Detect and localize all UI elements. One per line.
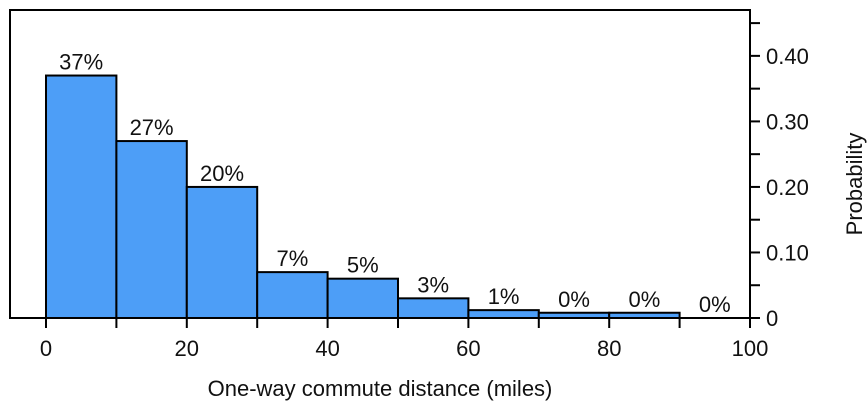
bar-label-80-90: 0% xyxy=(629,287,661,312)
bar-70-80 xyxy=(537,311,611,319)
x-tick-label-0: 0 xyxy=(40,336,52,361)
bar-label-40-50: 5% xyxy=(347,253,379,278)
x-tick-label-60: 60 xyxy=(456,336,480,361)
bar-labels-group: 37% 27% 20% 7% 5% 3% 1% 0% 0% 0% xyxy=(59,50,731,317)
bar-label-60-70: 1% xyxy=(488,284,520,309)
bar-80-90 xyxy=(608,311,681,319)
bar-0-10 xyxy=(45,74,118,319)
x-axis: 0 20 40 60 80 100 xyxy=(40,318,768,361)
bars-group xyxy=(45,74,681,319)
bar-40-50 xyxy=(326,277,400,319)
x-axis-title: One-way commute distance (miles) xyxy=(208,376,553,401)
bar-label-30-40: 7% xyxy=(277,246,309,271)
bar-label-20-30: 20% xyxy=(200,161,244,186)
y-axis: 0 0.10 0.20 0.30 0.40 xyxy=(750,22,809,331)
y-tick-label-0.3: 0.30 xyxy=(766,109,809,134)
bar-label-10-20: 27% xyxy=(130,115,174,140)
bar-label-50-60: 3% xyxy=(417,272,449,297)
x-tick-label-20: 20 xyxy=(175,336,199,361)
x-tick-label-40: 40 xyxy=(315,336,339,361)
bar-50-60 xyxy=(397,297,470,319)
x-tick-label-80: 80 xyxy=(597,336,621,361)
bar-30-40 xyxy=(256,271,329,319)
x-tick-label-100: 100 xyxy=(732,336,769,361)
bar-label-70-80: 0% xyxy=(558,287,590,312)
y-axis-title: Probability xyxy=(842,133,867,236)
bar-20-30 xyxy=(185,185,259,319)
bar-60-70 xyxy=(467,309,540,319)
bar-label-0-10: 37% xyxy=(59,50,103,75)
bar-label-90-100: 0% xyxy=(699,292,731,317)
y-tick-label-0.4: 0.40 xyxy=(766,44,809,69)
bar-10-20 xyxy=(115,140,188,319)
y-tick-label-0.1: 0.10 xyxy=(766,240,809,265)
y-tick-label-0: 0 xyxy=(766,306,778,331)
y-tick-label-0.2: 0.20 xyxy=(766,175,809,200)
